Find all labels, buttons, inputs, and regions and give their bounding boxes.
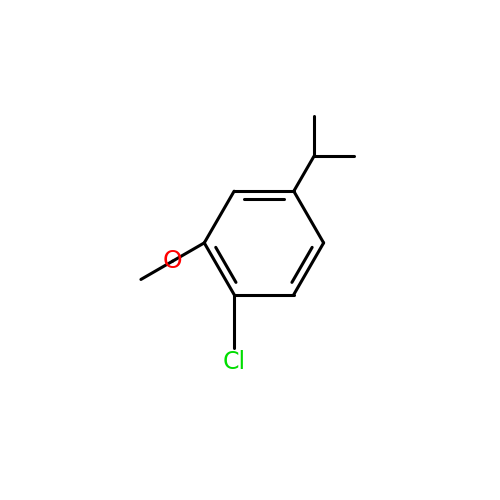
Text: O: O	[163, 249, 182, 273]
Text: Cl: Cl	[222, 350, 246, 374]
